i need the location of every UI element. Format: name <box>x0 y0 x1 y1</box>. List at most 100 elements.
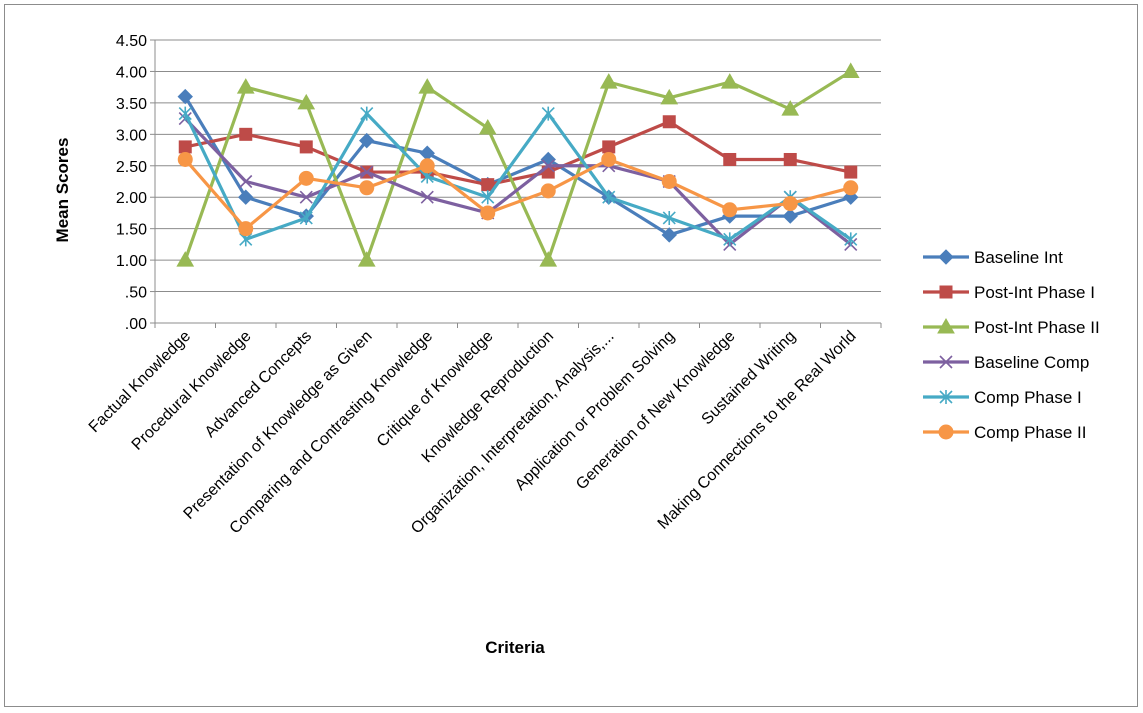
legend-label: Comp Phase I <box>974 388 1082 407</box>
data-point <box>178 140 192 154</box>
data-point <box>297 93 316 110</box>
data-point <box>539 251 558 267</box>
legend-item: Baseline Comp <box>923 353 1089 372</box>
series-post-int-phase-i <box>178 115 858 192</box>
y-tick-label: 2.50 <box>116 159 147 176</box>
series-line <box>183 70 852 262</box>
legend-label: Baseline Comp <box>974 353 1089 372</box>
data-point <box>177 88 193 105</box>
data-point <box>540 183 556 199</box>
data-point <box>662 210 676 225</box>
data-point <box>782 208 798 224</box>
legend-marker <box>939 390 953 404</box>
data-point <box>541 106 555 121</box>
x-tick-label: Advanced Concepts <box>202 328 315 441</box>
chart-frame: .00 .50 1.00 1.50 2.00 2.50 3.00 3.50 4.00 4.50 F… <box>4 4 1138 707</box>
data-point <box>602 190 616 205</box>
y-tick-label: .00 <box>125 316 147 333</box>
data-point <box>722 202 738 218</box>
data-point <box>359 180 375 196</box>
data-point <box>419 158 435 174</box>
data-point <box>236 78 255 94</box>
legend-label: Comp Phase II <box>974 423 1086 442</box>
x-axis-title: Criteria <box>485 638 545 657</box>
series-line <box>183 111 852 241</box>
data-point <box>601 151 617 167</box>
data-point <box>360 165 374 179</box>
data-point <box>478 119 497 135</box>
data-point <box>298 170 314 186</box>
data-point <box>177 151 193 167</box>
data-point <box>176 251 195 267</box>
data-point <box>238 221 254 237</box>
legend-label: Post-Int Phase II <box>974 318 1100 337</box>
data-point <box>843 180 859 196</box>
data-point <box>660 88 679 105</box>
series-post-int-phase-ii <box>176 62 860 267</box>
legend-item: Post-Int Phase II <box>923 317 1100 337</box>
data-point <box>661 174 677 189</box>
series-comp-phase-ii <box>177 151 859 237</box>
data-point <box>661 227 677 243</box>
data-point <box>723 232 737 247</box>
data-point <box>239 174 253 189</box>
data-point <box>360 106 374 121</box>
data-point <box>480 205 496 221</box>
gridlines <box>155 39 881 293</box>
data-point <box>599 73 618 89</box>
data-point <box>720 73 739 89</box>
data-point <box>481 190 495 205</box>
y-tick-label: 1.50 <box>116 222 147 239</box>
y-tick-label: 2.00 <box>116 190 147 207</box>
data-point <box>178 106 192 121</box>
series-line <box>184 117 852 246</box>
data-point <box>299 140 313 154</box>
x-tick-label: Critique of Knowledge <box>374 328 497 451</box>
data-point <box>723 152 737 166</box>
data-point <box>662 115 676 129</box>
data-point <box>357 251 376 267</box>
y-tick-label: .50 <box>125 285 147 302</box>
legend-marker <box>938 249 954 265</box>
x-tick-label: Factual Knowledge <box>86 328 194 436</box>
data-point <box>844 165 858 179</box>
legend-label: Post-Int Phase I <box>974 283 1095 302</box>
y-tick-label: 4.50 <box>116 33 147 50</box>
y-tick-labels: .00 .50 1.00 1.50 2.00 2.50 3.00 3.50 4.00 4.50 <box>116 33 147 333</box>
y-tick-label: 4.00 <box>116 64 147 81</box>
line-chart: .00 .50 1.00 1.50 2.00 2.50 3.00 3.50 4.00 4.50 F… <box>53 33 1100 657</box>
legend-item: Comp Phase I <box>923 388 1082 407</box>
legend-marker <box>939 285 953 299</box>
data-point <box>418 78 437 94</box>
data-point <box>541 159 555 173</box>
series-baseline-comp <box>178 112 858 251</box>
y-tick-label: 1.00 <box>116 253 147 270</box>
legend-item: Baseline Int <box>923 248 1063 267</box>
data-point <box>419 145 435 161</box>
data-point <box>239 127 253 141</box>
legend-item: Comp Phase II <box>923 423 1086 442</box>
data-point <box>782 196 798 212</box>
y-tick-label: 3.00 <box>116 127 147 144</box>
x-tick-label: Procedural Knowledge <box>129 328 255 454</box>
legend-item: Post-Int Phase I <box>923 283 1095 302</box>
data-point <box>420 190 434 204</box>
data-point <box>238 189 254 205</box>
series-comp-phase-i <box>178 106 858 247</box>
y-tick-label: 3.50 <box>116 96 147 113</box>
legend-marker <box>937 317 955 334</box>
legend-label: Baseline Int <box>974 248 1063 267</box>
data-point <box>602 140 616 154</box>
series-line <box>184 157 852 231</box>
data-point <box>359 132 375 149</box>
y-axis-title: Mean Scores <box>53 138 72 243</box>
axes <box>150 39 882 328</box>
series-line <box>183 95 852 237</box>
data-point <box>841 62 860 78</box>
data-point <box>299 190 313 204</box>
series-lines <box>176 62 860 267</box>
data-point <box>299 210 313 225</box>
data-point <box>844 232 858 247</box>
legend-marker <box>938 424 954 440</box>
